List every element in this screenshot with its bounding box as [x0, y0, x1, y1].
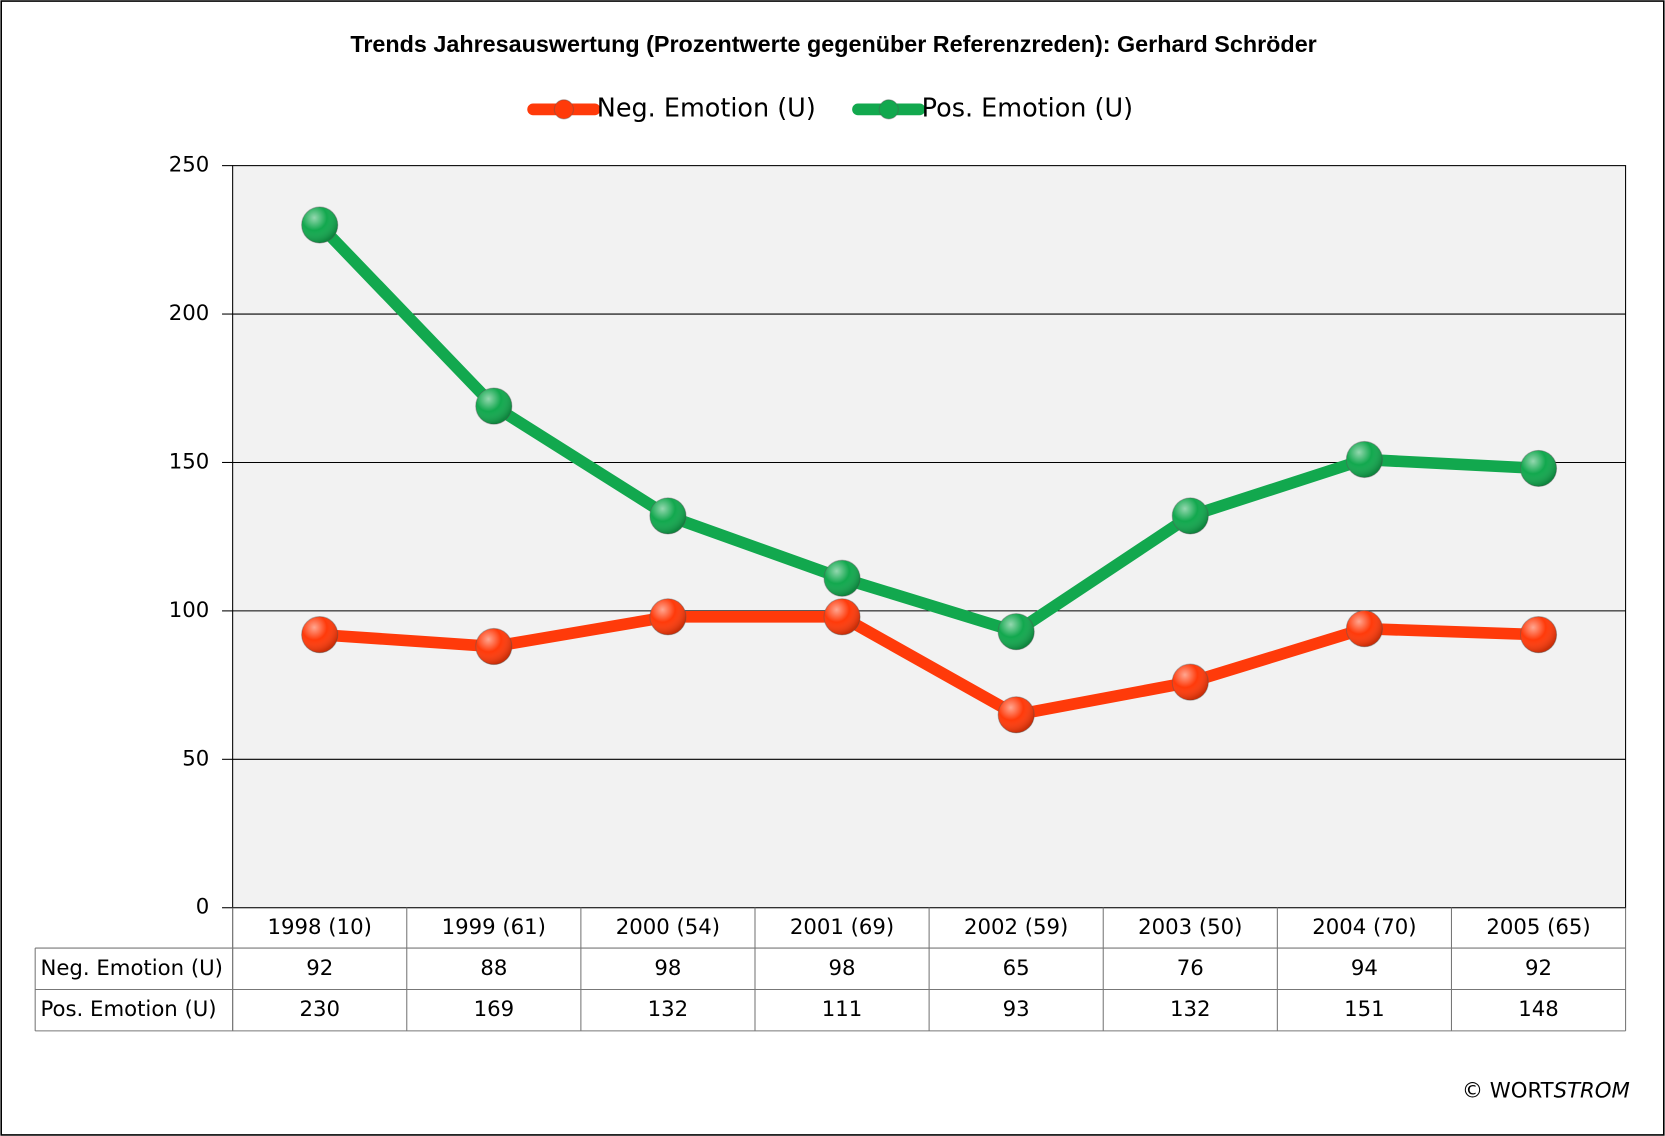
point-shine — [1520, 450, 1557, 487]
y-tick-label: 150 — [169, 449, 210, 474]
point-shine — [475, 628, 512, 665]
marker — [1171, 497, 1209, 535]
point-shine — [475, 388, 512, 425]
point-shine — [301, 616, 338, 653]
x-tick-label: 2005 (65) — [1486, 915, 1590, 940]
marker — [1171, 663, 1209, 701]
series-line — [315, 220, 1539, 638]
y-tick-label: 200 — [169, 301, 210, 326]
footer-text: © WORT — [1462, 1078, 1555, 1103]
legend-marker — [553, 99, 574, 120]
table-cell: 98 — [829, 956, 856, 981]
table-cell: 76 — [1177, 956, 1204, 981]
series-line — [319, 610, 1539, 721]
y-tick-label: 50 — [182, 746, 209, 771]
marker — [1519, 616, 1558, 654]
table-cell: 169 — [474, 997, 515, 1022]
point-shine — [1346, 441, 1383, 478]
point-shine — [824, 560, 861, 597]
x-tick-label: 2003 (50) — [1138, 915, 1242, 940]
plot-area — [232, 165, 1627, 909]
x-tick-label: 2001 (69) — [790, 915, 894, 940]
table-cell: 132 — [1170, 997, 1211, 1022]
point-shine — [301, 206, 338, 244]
table-cell: 230 — [299, 997, 340, 1022]
table-cell: 98 — [654, 956, 681, 981]
table-row-label: Neg. Emotion (U) — [40, 956, 222, 981]
table-cell: 94 — [1351, 956, 1378, 981]
marker — [1345, 610, 1383, 648]
x-tick-label: 2000 (54) — [616, 915, 720, 940]
marker — [823, 559, 861, 597]
point-shine — [1520, 616, 1557, 653]
legend-marker — [878, 99, 899, 120]
legend-label: Pos. Emotion (U) — [922, 93, 1133, 123]
table-row-label: Pos. Emotion (U) — [40, 997, 216, 1022]
point-shine — [649, 497, 686, 534]
marker — [649, 497, 687, 535]
footer-text: STROM — [1554, 1078, 1630, 1103]
point-shine — [824, 598, 861, 635]
point-shine — [1346, 610, 1383, 647]
y-tick-label: 100 — [169, 598, 210, 623]
table-cell: 148 — [1518, 997, 1559, 1022]
y-tick-label: 250 — [169, 153, 210, 178]
point-shine — [649, 598, 686, 635]
marker — [301, 206, 339, 244]
table-cell: 92 — [306, 956, 333, 981]
point-shine — [1172, 497, 1209, 534]
legend-label: Neg. Emotion (U) — [597, 93, 816, 123]
table-cell: 92 — [1525, 956, 1552, 981]
footer: © WORTSTROM — [1462, 1078, 1630, 1103]
point-shine — [1172, 664, 1209, 701]
x-tick-label: 2002 (59) — [964, 915, 1068, 940]
marker — [649, 598, 687, 636]
marker — [997, 613, 1035, 651]
table-cell: 65 — [1003, 956, 1030, 981]
point-shine — [998, 613, 1035, 650]
marker — [1345, 440, 1383, 479]
table-cell: 151 — [1344, 997, 1385, 1022]
marker — [475, 627, 513, 666]
marker — [823, 598, 861, 636]
marker — [301, 616, 339, 654]
table-cell: 93 — [1003, 997, 1030, 1022]
x-tick-label: 1998 (10) — [268, 915, 372, 940]
marker — [997, 696, 1035, 734]
x-tick-label: 1999 (61) — [442, 915, 546, 940]
y-tick-label: 0 — [196, 895, 210, 920]
table-cell: 88 — [480, 956, 507, 981]
marker — [475, 387, 513, 425]
point-shine — [998, 696, 1035, 733]
marker — [1519, 449, 1558, 487]
table-cell: 111 — [822, 997, 863, 1022]
chart-title: Trends Jahresauswertung (Prozentwerte ge… — [350, 31, 1316, 57]
x-tick-label: 2004 (70) — [1312, 915, 1416, 940]
table-cell: 132 — [648, 997, 689, 1022]
